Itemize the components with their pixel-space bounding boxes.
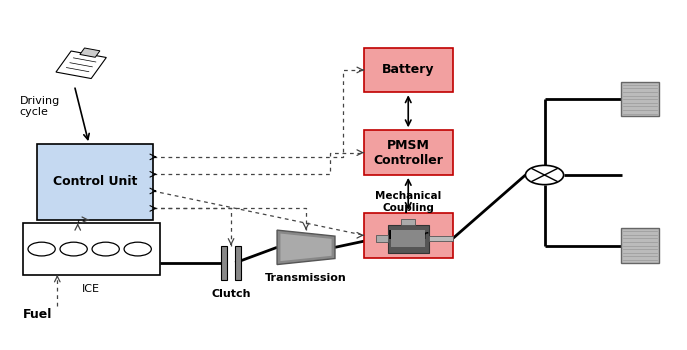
Bar — [235, 246, 241, 280]
Bar — [376, 235, 387, 242]
Bar — [621, 82, 659, 117]
Text: Battery: Battery — [382, 63, 434, 76]
Text: Fuel: Fuel — [23, 308, 53, 321]
Circle shape — [60, 242, 87, 256]
Text: Mechanical
Coupling: Mechanical Coupling — [375, 191, 441, 213]
Text: Control Unit: Control Unit — [53, 175, 137, 188]
Bar — [221, 246, 227, 280]
Bar — [364, 130, 453, 175]
Circle shape — [526, 165, 563, 185]
Circle shape — [92, 242, 120, 256]
Bar — [364, 48, 453, 92]
Polygon shape — [80, 48, 100, 57]
Text: Clutch: Clutch — [212, 289, 251, 299]
Bar — [387, 225, 429, 252]
Text: Transmission: Transmission — [265, 273, 347, 283]
Bar — [364, 213, 453, 258]
Bar — [401, 219, 415, 225]
Text: PMSM
Controller: PMSM Controller — [373, 139, 443, 167]
Bar — [23, 223, 159, 275]
Bar — [621, 229, 659, 263]
Circle shape — [124, 242, 151, 256]
Bar — [37, 144, 153, 220]
Bar — [391, 230, 425, 247]
Polygon shape — [280, 233, 332, 261]
Polygon shape — [277, 230, 335, 265]
Polygon shape — [56, 51, 106, 78]
Text: ICE: ICE — [82, 284, 100, 294]
Text: Motor: Motor — [387, 229, 429, 242]
Circle shape — [28, 242, 55, 256]
Bar — [429, 236, 453, 241]
Text: Driving
cycle: Driving cycle — [20, 96, 60, 117]
